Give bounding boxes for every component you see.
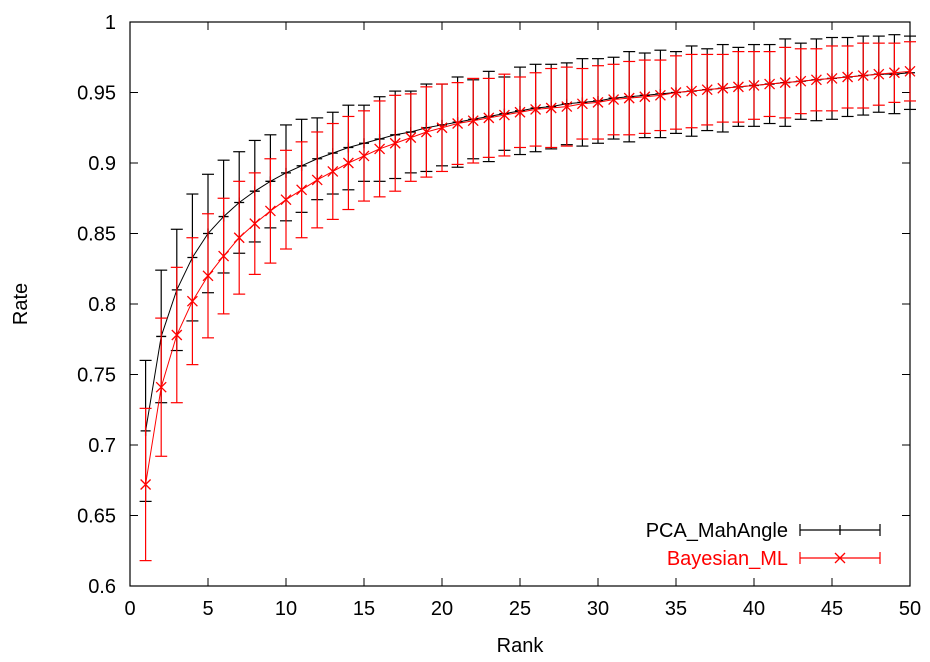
axis-ticks	[129, 21, 911, 587]
x-tick-label: 10	[275, 598, 297, 620]
data-point	[405, 132, 417, 144]
data-point	[264, 205, 276, 217]
data-point	[420, 126, 432, 138]
data-point	[561, 101, 573, 113]
y-tick-label: 0.7	[88, 435, 116, 457]
data-point	[342, 157, 354, 169]
data-point	[686, 85, 698, 97]
x-tick-label: 35	[665, 598, 687, 620]
data-point	[888, 67, 900, 79]
data-point	[233, 232, 245, 244]
series-line	[145, 72, 911, 431]
series-layer	[139, 34, 916, 562]
data-point	[576, 98, 588, 110]
data-point	[732, 81, 744, 93]
data-point	[452, 118, 464, 129]
data-point	[374, 143, 386, 155]
data-point	[810, 74, 822, 86]
x-tick-label: 40	[743, 598, 765, 620]
data-point	[670, 87, 682, 98]
data-point	[623, 92, 635, 104]
data-point	[202, 270, 214, 282]
data-point	[358, 150, 370, 162]
data-point	[826, 72, 838, 84]
x-tick-label: 5	[202, 598, 213, 620]
data-point	[436, 122, 448, 134]
data-point	[249, 218, 261, 230]
legend-sample-1	[799, 552, 881, 564]
data-point	[186, 295, 198, 307]
data-point	[764, 78, 776, 90]
data-point	[280, 194, 292, 206]
data-point	[218, 250, 230, 262]
x-tick-label: 50	[899, 598, 921, 620]
legend-marker	[834, 552, 846, 564]
legend: PCA_MahAngle Bayesian_ML	[646, 520, 881, 570]
data-point	[654, 89, 666, 101]
data-point	[530, 103, 542, 115]
data-point	[873, 68, 885, 80]
data-point	[639, 91, 651, 103]
series-Bayesian_ML	[139, 41, 916, 562]
data-point	[842, 71, 854, 83]
data-point	[171, 329, 183, 341]
data-point	[592, 96, 604, 108]
y-tick-label: 0.9	[88, 153, 116, 175]
data-point	[389, 137, 401, 149]
data-point	[514, 106, 526, 118]
y-tick-label: 0.6	[88, 576, 116, 598]
data-point	[311, 174, 323, 186]
legend-label-0: PCA_MahAngle	[646, 520, 788, 542]
data-point	[467, 115, 479, 127]
x-tick-label: 25	[509, 598, 531, 620]
legend-sample-0	[799, 524, 881, 536]
series-line	[145, 70, 911, 485]
series-PCA_MahAngle	[139, 34, 916, 502]
data-point	[140, 479, 152, 490]
data-point	[857, 70, 869, 82]
data-point	[608, 94, 620, 106]
data-point	[498, 109, 510, 121]
data-point	[296, 184, 308, 196]
x-tick-label: 30	[587, 598, 609, 620]
x-tick-label: 45	[821, 598, 843, 620]
y-tick-label: 0.75	[77, 365, 116, 387]
y-tick-label: 0.65	[77, 506, 116, 528]
data-point	[701, 84, 713, 96]
data-point	[545, 102, 557, 114]
x-tick-label: 20	[431, 598, 453, 620]
y-tick-label: 0.95	[77, 83, 116, 105]
legend-label-1: Bayesian_ML	[667, 548, 788, 570]
y-tick-label: 0.85	[77, 224, 116, 246]
data-point	[327, 166, 339, 177]
data-point	[904, 65, 916, 77]
y-axis-title: Rate	[10, 283, 32, 325]
y-tick-label: 0.8	[88, 294, 116, 316]
data-point	[795, 75, 807, 87]
y-tick-labels: 0.6 0.65 0.7 0.75 0.8 0.85 0.9 0.95 1	[77, 12, 116, 598]
x-axis-title: Rank	[497, 635, 545, 657]
data-point	[748, 79, 760, 91]
data-point	[779, 77, 791, 89]
x-tick-label: 15	[353, 598, 375, 620]
data-point	[155, 381, 167, 393]
data-point	[483, 112, 495, 124]
x-tick-labels: 0 5 10 15 20 25 30 35 40 45 50	[124, 598, 921, 620]
x-tick-label: 0	[124, 598, 135, 620]
data-point	[717, 82, 729, 94]
y-tick-label: 1	[105, 12, 116, 34]
